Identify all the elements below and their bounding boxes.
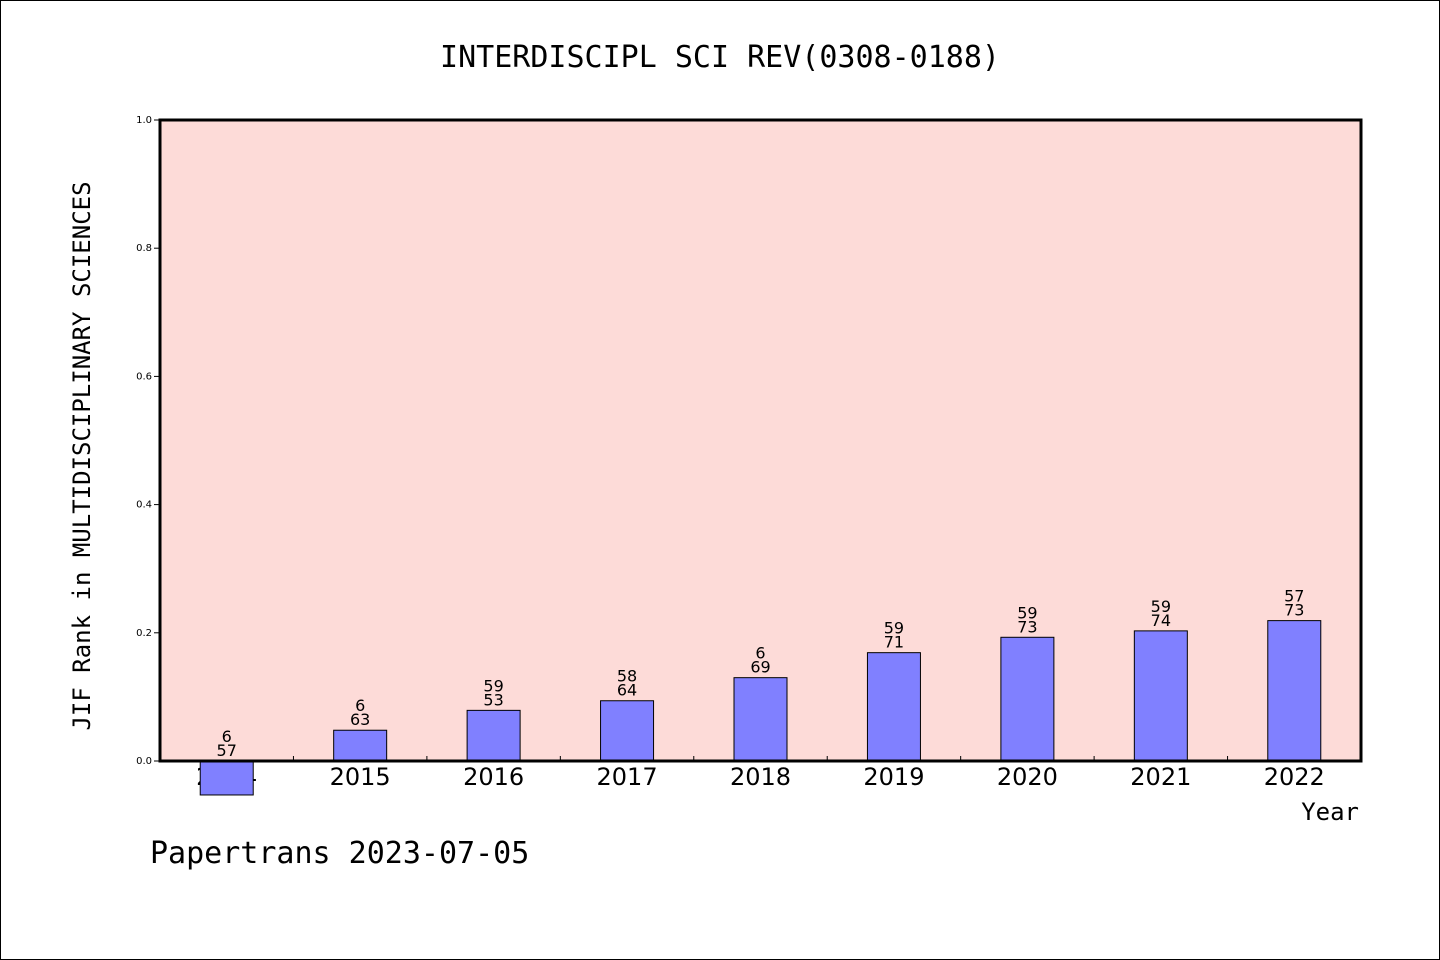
- footer-text: Papertrans 2023-07-05: [150, 836, 529, 871]
- bar: [1133, 630, 1188, 762]
- bar-label-top: 6: [755, 644, 765, 663]
- bar-label-bottom: 74: [1151, 611, 1171, 630]
- bar-label-top: 6: [222, 727, 232, 746]
- bar: [733, 677, 788, 762]
- y-tick-label: 0.8: [136, 243, 152, 254]
- bar-label-bottom: 53: [483, 690, 503, 709]
- bar-label-bottom: 69: [750, 658, 770, 677]
- bar-label-bottom: 73: [1017, 617, 1037, 636]
- bar-label-bottom: 63: [350, 710, 370, 729]
- bar: [600, 700, 655, 762]
- y-tick-label: 0.4: [136, 500, 152, 511]
- bar-label-top: 57: [1284, 587, 1304, 606]
- bars: [199, 620, 1322, 796]
- x-tick-label: 2018: [730, 763, 791, 791]
- x-tick-label: 2017: [597, 763, 658, 791]
- bar: [1267, 620, 1322, 762]
- y-axis: 0.0 0.2 0.4 0.6 0.8 1.0: [136, 115, 160, 767]
- bar-label-top: 58: [617, 667, 637, 686]
- bar: [333, 729, 388, 762]
- x-tick-label: 2022: [1264, 763, 1325, 791]
- bar-label-top: 59: [884, 619, 904, 638]
- bar: [866, 652, 921, 762]
- x-axis-label: Year: [1301, 798, 1359, 826]
- x-tick-label: 2020: [997, 763, 1058, 791]
- x-tick-label: 2016: [463, 763, 524, 791]
- bar: [199, 760, 254, 796]
- bar-label-top: 59: [1151, 597, 1171, 616]
- x-tick-label: 2015: [330, 763, 391, 791]
- bar-label-bottom: 73: [1284, 601, 1304, 620]
- y-tick-label: 1.0: [136, 115, 152, 126]
- y-axis-label: JIF Rank in MULTIDISCIPLINARY SCIENCES: [68, 181, 96, 730]
- x-tick-label: 2021: [1130, 763, 1191, 791]
- bar-label-bottom: 64: [617, 681, 637, 700]
- bar-label-top: 6: [355, 696, 365, 715]
- y-tick-label: 0.2: [136, 628, 152, 639]
- bar-label-top: 59: [1017, 603, 1037, 622]
- x-tick-label: 2019: [863, 763, 924, 791]
- chart-title: INTERDISCIPL SCI REV(0308-0188): [440, 40, 1000, 75]
- bar: [466, 709, 521, 762]
- plot-border: [158, 118, 1363, 763]
- bar-label-bottom: 57: [217, 741, 237, 760]
- bar-label-bottom: 71: [884, 633, 904, 652]
- bar: [1000, 636, 1055, 762]
- y-tick-label: 0.6: [136, 371, 152, 382]
- y-tick-label: 0.0: [136, 756, 152, 767]
- bar-label-top: 59: [483, 676, 503, 695]
